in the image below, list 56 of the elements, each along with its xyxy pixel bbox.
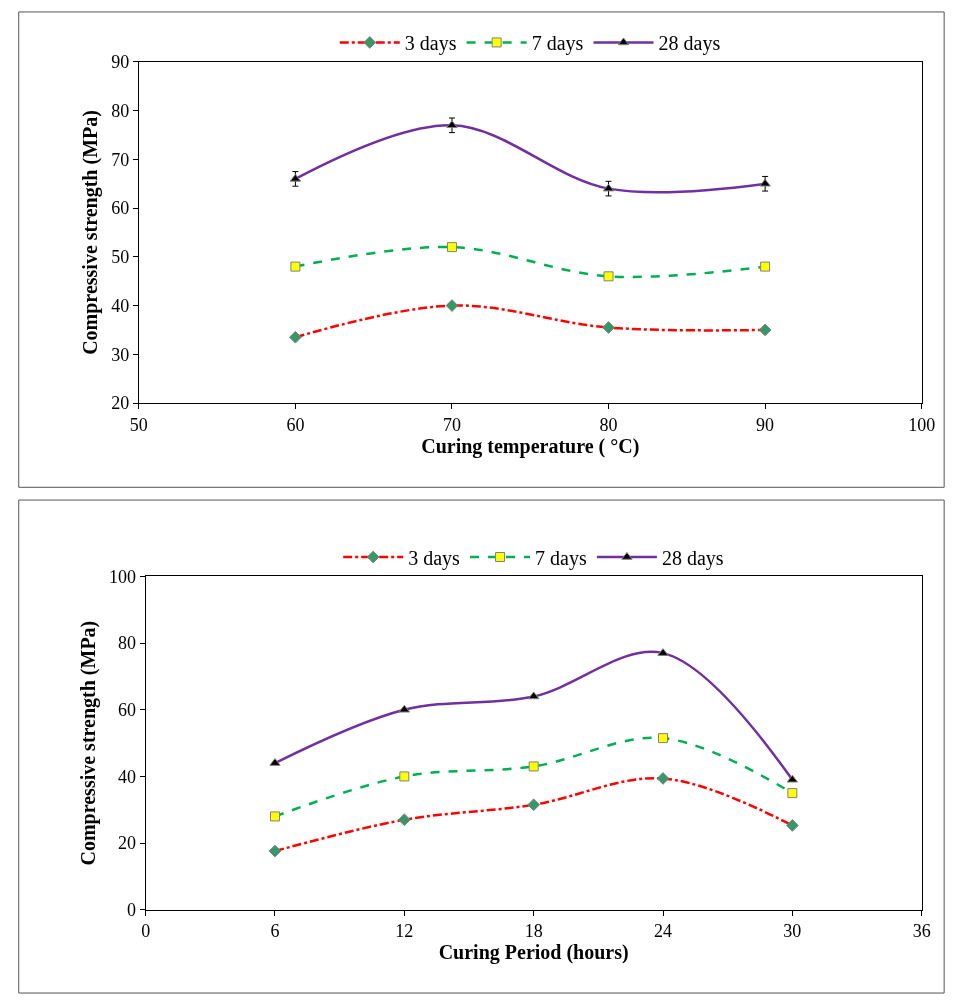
y-tick-label: 20 bbox=[111, 393, 130, 414]
point bbox=[786, 819, 799, 832]
y-tick-label: 40 bbox=[111, 295, 130, 316]
legend-label: 7 days bbox=[535, 546, 587, 570]
x-tick-label: 18 bbox=[524, 921, 543, 942]
point bbox=[602, 321, 615, 334]
x-tick-label: 24 bbox=[654, 921, 673, 942]
y-tick-label: 100 bbox=[109, 566, 137, 587]
y-tick-label: 70 bbox=[111, 149, 130, 170]
point bbox=[759, 178, 771, 187]
x-tick-label: 0 bbox=[141, 921, 151, 942]
point bbox=[528, 761, 539, 772]
point bbox=[603, 271, 614, 282]
point bbox=[656, 772, 670, 785]
y-tick-label: 90 bbox=[111, 52, 130, 73]
y-tick-label: 60 bbox=[118, 700, 137, 721]
y-tick-label: 20 bbox=[118, 833, 137, 854]
point bbox=[445, 299, 459, 312]
legend-label: 28 days bbox=[661, 546, 724, 570]
point bbox=[270, 811, 280, 822]
x-tick-label: 60 bbox=[286, 414, 305, 435]
x-axis-title: Curing Period (hours) bbox=[438, 941, 629, 965]
point bbox=[527, 798, 541, 812]
point bbox=[760, 261, 771, 272]
point bbox=[658, 733, 669, 744]
y-axis-title: Compressive strength (MPa) bbox=[76, 620, 100, 866]
y-tick-label: 40 bbox=[118, 766, 137, 787]
y-tick-label: 50 bbox=[111, 247, 130, 268]
point bbox=[399, 771, 410, 782]
x-tick-label: 12 bbox=[395, 921, 414, 942]
x-tick-label: 80 bbox=[599, 414, 618, 435]
x-tick-label: 6 bbox=[270, 921, 280, 942]
x-tick-label: 90 bbox=[756, 414, 775, 435]
legend-label: 28 days bbox=[658, 32, 721, 56]
point bbox=[787, 788, 798, 799]
point bbox=[268, 844, 282, 858]
legend-label: 3 days bbox=[408, 546, 461, 570]
x-axis-title: Curing temperature ( °C) bbox=[421, 434, 640, 458]
point bbox=[446, 120, 458, 129]
point bbox=[446, 242, 457, 253]
x-tick-label: 36 bbox=[912, 921, 931, 942]
x-tick-label: 30 bbox=[783, 921, 802, 942]
y-tick-label: 0 bbox=[127, 900, 137, 921]
point bbox=[290, 261, 301, 272]
y-axis-title: Compressive strength (MPa) bbox=[78, 110, 102, 355]
point bbox=[758, 323, 772, 337]
y-tick-label: 60 bbox=[111, 198, 130, 219]
point bbox=[397, 813, 411, 827]
y-tick-label: 80 bbox=[111, 100, 130, 121]
legend-label: 3 days bbox=[404, 32, 457, 56]
x-tick-label: 100 bbox=[908, 414, 936, 435]
point bbox=[289, 330, 302, 344]
y-tick-label: 80 bbox=[118, 633, 137, 654]
x-tick-label: 70 bbox=[442, 414, 461, 435]
legend-label: 7 days bbox=[531, 32, 584, 56]
y-tick-label: 30 bbox=[111, 344, 130, 365]
